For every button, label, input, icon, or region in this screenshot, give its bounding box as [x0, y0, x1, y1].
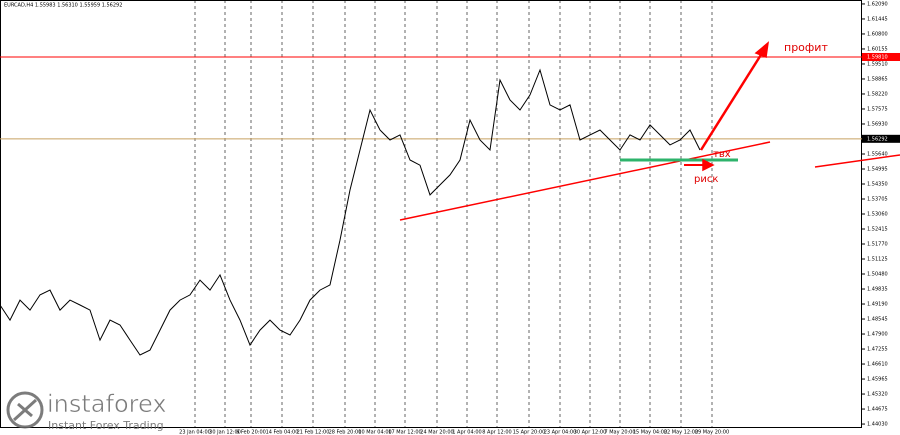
- x-tick-label: 24 Mar 20:00: [420, 430, 453, 435]
- y-tick-label: 1.49190: [867, 302, 888, 308]
- y-tick-label: 1.58865: [867, 76, 888, 82]
- y-tick-label: 1.48545: [867, 317, 888, 323]
- y-tick-label: 1.59510: [867, 61, 888, 67]
- y-tick-label: 1.61445: [867, 16, 888, 22]
- tagline: Instant Forex Trading: [48, 419, 164, 432]
- x-tick-label: 7 May 20:00: [604, 430, 635, 435]
- y-tick-label: 1.45965: [867, 377, 888, 383]
- chart-title: EURCAD,H4 1.55983 1.56310 1.55959 1.5629…: [4, 3, 122, 9]
- x-tick-label: 30 Apr 12:00: [574, 430, 607, 435]
- x-tick-label: 23 Apr 04:00: [544, 430, 577, 435]
- plot-frame: [0, 0, 862, 428]
- x-tick-label: 14 Feb 04:00: [266, 430, 299, 435]
- x-tick-label: 15 Apr 20:00: [513, 430, 546, 435]
- x-tick-label: 17 Mar 12:00: [388, 430, 421, 435]
- x-tick-label: 22 May 12:00: [664, 430, 698, 435]
- logo: [12, 398, 38, 422]
- annotation: профит: [784, 41, 828, 54]
- y-tick-label: 1.46610: [867, 362, 888, 368]
- arrow-head: [754, 41, 770, 59]
- trend-line: [399, 141, 771, 221]
- x-tick-label: 30 Jan 12:00: [209, 430, 241, 435]
- x-tick-label: 23 Jan 04:00: [179, 430, 211, 435]
- levels: 1.59810 1.56292: [0, 52, 900, 143]
- y-tick-label: 1.45320: [867, 392, 888, 398]
- x-tick-label: 28 Feb 20:00: [329, 430, 362, 435]
- y-tick-label: 1.44030: [867, 422, 888, 428]
- y-tick-label: 1.54995: [867, 166, 888, 172]
- y-tick-label: 1.51125: [867, 257, 888, 263]
- drawings: [399, 41, 900, 221]
- watermark: instaforex Instant Forex Trading: [6, 390, 167, 432]
- y-tick-label: 1.50480: [867, 272, 888, 278]
- level-box: [862, 52, 900, 61]
- y-tick-label: 1.58220: [867, 91, 888, 97]
- y-tick-label: 1.51770: [867, 242, 888, 248]
- x-tick-label: 8 Apr 12:00: [482, 430, 511, 435]
- series: [0, 68, 701, 356]
- y-tick-label: 1.56930: [867, 121, 888, 127]
- x-tick-label: 29 May 20:00: [695, 430, 729, 435]
- x-tick-label: 15 May 04:00: [633, 430, 667, 435]
- x-tick-label: 21 Feb 12:00: [297, 430, 330, 435]
- level-box: [862, 134, 900, 143]
- y-tick-label: 1.52415: [867, 227, 888, 233]
- y-tick-label: 1.53705: [867, 196, 888, 202]
- trend-line: [814, 154, 900, 168]
- y-tick-label: 1.54350: [867, 181, 888, 187]
- y-tick-label: 1.49835: [867, 287, 888, 293]
- y-tick-label: 1.62090: [867, 1, 888, 7]
- y-tick-label: 1.47900: [867, 332, 888, 338]
- x-tick-label: 6 Feb 20:00: [236, 430, 266, 435]
- y-tick-label: 1.57575: [867, 106, 888, 112]
- price-line: [0, 68, 701, 356]
- level-label: 1.56292: [867, 136, 888, 142]
- y-tick-label: 1.55640: [867, 151, 888, 157]
- y-tick-label: 1.44675: [867, 407, 888, 413]
- x-tick-label: 10 Mar 04:00: [358, 430, 391, 435]
- arrow-head: [702, 158, 715, 172]
- level-label: 1.59810: [867, 54, 888, 60]
- y-tick-label: 1.47255: [867, 347, 888, 353]
- x-tick-label: 1 Apr 04:00: [452, 430, 481, 435]
- y-tick-label: 1.60155: [867, 46, 888, 52]
- annotation: риск: [694, 174, 718, 185]
- y-tick-label: 1.53060: [867, 212, 888, 218]
- y-tick-label: 1.60800: [867, 31, 888, 37]
- brand: instaforex: [47, 390, 167, 418]
- annotation: твх: [713, 149, 731, 160]
- grid: 1.62090 1.61445 1.60800 1.60155 1.59510 1.588…: [179, 0, 888, 435]
- profit-arrow: [699, 49, 766, 151]
